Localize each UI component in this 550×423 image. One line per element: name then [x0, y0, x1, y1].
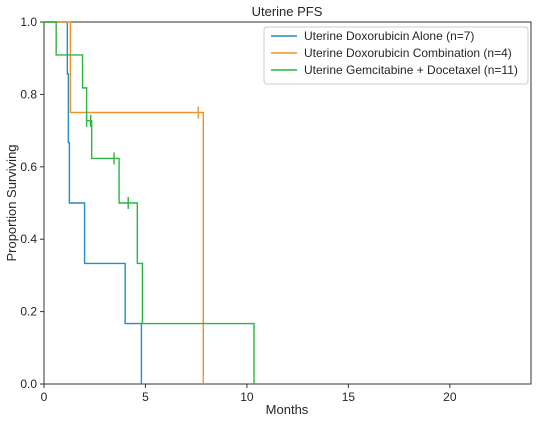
legend-label: Uterine Gemcitabine + Docetaxel (n=11)	[304, 63, 518, 77]
y-tick-label: 1.0	[20, 15, 37, 29]
y-tick-label: 0.2	[20, 305, 37, 319]
x-tick-label: 10	[240, 390, 254, 404]
x-axis-label: Months	[266, 402, 309, 417]
series-line-1	[44, 21, 204, 384]
x-tick-label: 0	[41, 390, 48, 404]
series-line-0	[44, 21, 143, 384]
legend-box	[263, 26, 529, 85]
y-tick-label: 0.8	[20, 87, 37, 101]
legend-label: Uterine Doxorubicin Combination (n=4)	[304, 46, 512, 60]
y-axis-label: Proportion Surviving	[4, 144, 19, 261]
y-tick-label: 0.6	[20, 160, 37, 174]
x-tick-label: 20	[443, 390, 457, 404]
legend: Uterine Doxorubicin Alone (n=7) Uterine D…	[263, 26, 529, 85]
y-tick-label: 0.0	[20, 377, 37, 391]
chart-title: Uterine PFS	[252, 4, 323, 19]
series-layer	[44, 21, 255, 384]
x-tick-label: 5	[142, 390, 149, 404]
axis-ticks: 0 5 10 15 20 0.0 0.2 0.4 0.6 0.8 1.0	[20, 15, 457, 404]
x-tick-label: 15	[342, 390, 356, 404]
y-tick-label: 0.4	[20, 232, 37, 246]
plot-frame	[43, 21, 532, 385]
legend-label: Uterine Doxorubicin Alone (n=7)	[304, 29, 474, 43]
series-line-2	[44, 21, 255, 384]
